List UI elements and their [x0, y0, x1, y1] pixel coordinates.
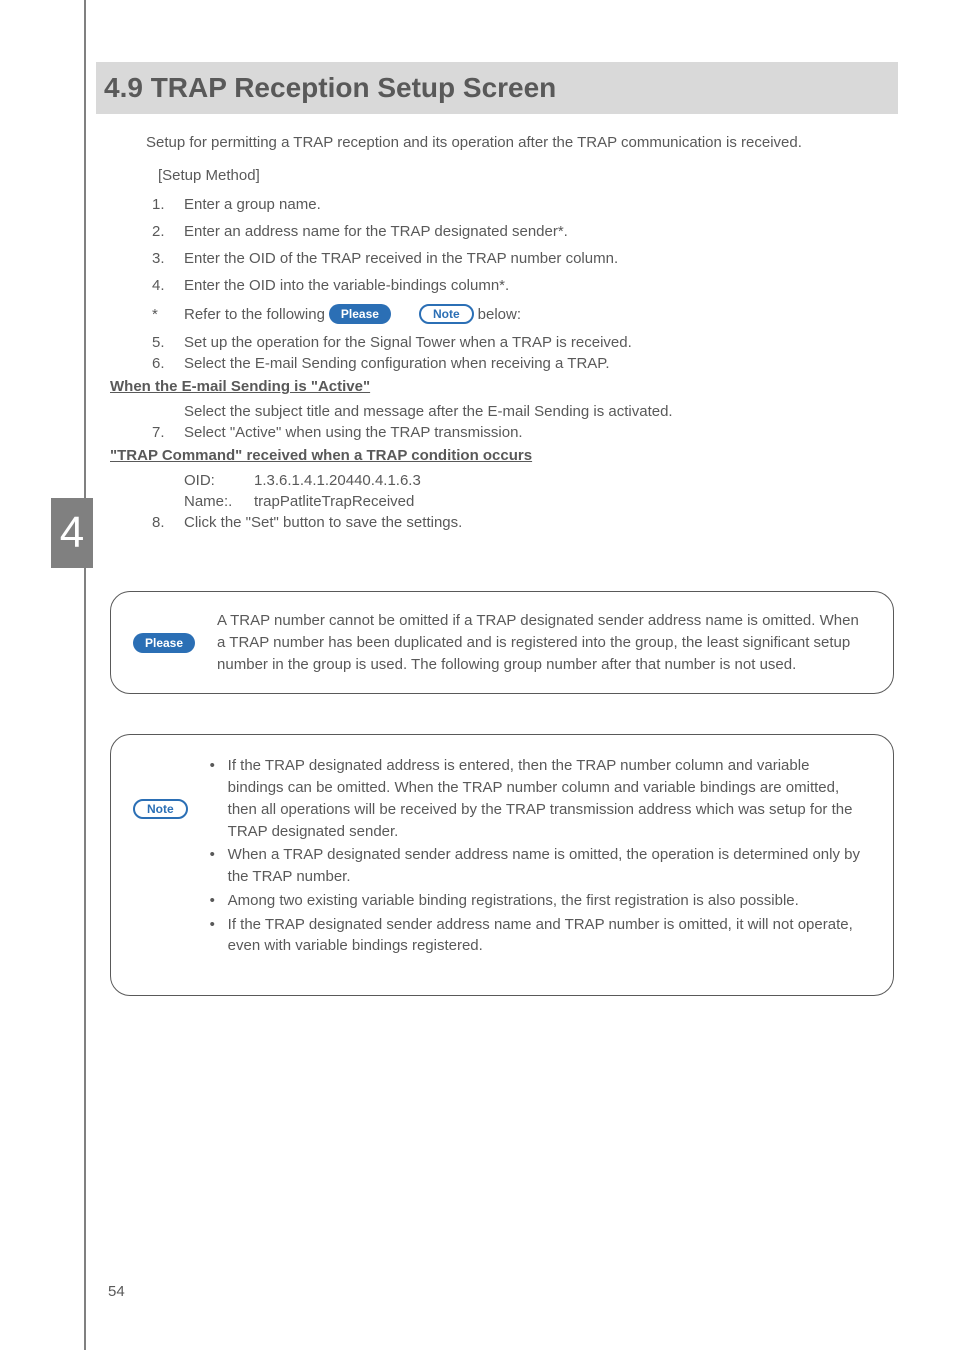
- step-row: 6. Select the E-mail Sending configurati…: [152, 355, 894, 372]
- step-row: 4. Enter the OID into the variable-bindi…: [152, 277, 894, 294]
- step-text: Set up the operation for the Signal Towe…: [184, 334, 894, 351]
- bullet-icon: •: [210, 914, 228, 958]
- step-row: 7. Select "Active" when using the TRAP t…: [152, 424, 894, 441]
- page-number: 54: [108, 1283, 125, 1300]
- chapter-tab: 4: [51, 498, 93, 568]
- step-text: Enter an address name for the TRAP desig…: [184, 223, 894, 240]
- step-number: 5.: [152, 334, 184, 351]
- step-text: Enter the OID into the variable-bindings…: [184, 277, 894, 294]
- note-pill-icon: Note: [419, 304, 474, 324]
- bullet-text: If the TRAP designated address is entere…: [228, 755, 869, 842]
- step-text: Refer to the following Please Note below…: [184, 304, 894, 324]
- step-number: 1.: [152, 196, 184, 213]
- bullet-text: When a TRAP designated sender address na…: [228, 844, 869, 888]
- step-text: Select the E-mail Sending configuration …: [184, 355, 894, 372]
- step-row: 1. Enter a group name.: [152, 196, 894, 213]
- bullet-icon: •: [210, 890, 228, 912]
- note-bullet: • Among two existing variable binding re…: [210, 890, 869, 912]
- step-number: 3.: [152, 250, 184, 267]
- note-callout-body: • If the TRAP designated address is ente…: [210, 755, 869, 959]
- step-number: 2.: [152, 223, 184, 240]
- please-pill-icon: Please: [329, 304, 391, 324]
- oid-label: OID:: [184, 472, 254, 489]
- step-number: 4.: [152, 277, 184, 294]
- step-number: 7.: [152, 424, 184, 441]
- refer-row: * Refer to the following Please Note bel…: [152, 304, 894, 324]
- oid-row: OID: 1.3.6.1.4.1.20440.4.1.6.3: [184, 472, 894, 489]
- section-email-active-text: Select the subject title and message aft…: [184, 403, 894, 420]
- heading-bar: 4.9 TRAP Reception Setup Screen: [96, 62, 898, 114]
- bullet-icon: •: [210, 844, 228, 888]
- oid-value: 1.3.6.1.4.1.20440.4.1.6.3: [254, 472, 421, 489]
- step-7-block: 7. Select "Active" when using the TRAP t…: [152, 424, 894, 441]
- name-value: trapPatliteTrapReceived: [254, 493, 414, 510]
- step-number: 8.: [152, 514, 184, 531]
- section-trap-command-label: "TRAP Command" received when a TRAP cond…: [110, 447, 894, 464]
- section-email-active-label: When the E-mail Sending is "Active": [110, 378, 894, 395]
- step-row: 5. Set up the operation for the Signal T…: [152, 334, 894, 351]
- note-bullet: • If the TRAP designated address is ente…: [210, 755, 869, 842]
- oid-block: OID: 1.3.6.1.4.1.20440.4.1.6.3 Name:. tr…: [184, 472, 894, 510]
- please-callout-body: A TRAP number cannot be omitted if a TRA…: [217, 610, 869, 675]
- step-row: 3. Enter the OID of the TRAP received in…: [152, 250, 894, 267]
- bullet-icon: •: [210, 755, 228, 842]
- left-margin-rule: [84, 0, 86, 1350]
- pill-wrap: Please: [129, 633, 199, 653]
- page-heading: 4.9 TRAP Reception Setup Screen: [104, 72, 890, 104]
- please-callout: Please A TRAP number cannot be omitted i…: [110, 591, 894, 694]
- step-text: Select "Active" when using the TRAP tran…: [184, 424, 894, 441]
- name-label: Name:.: [184, 493, 254, 510]
- steps-block-2: 5. Set up the operation for the Signal T…: [152, 334, 894, 372]
- bullet-text: If the TRAP designated sender address na…: [228, 914, 869, 958]
- name-row: Name:. trapPatliteTrapReceived: [184, 493, 894, 510]
- refer-before: Refer to the following: [184, 306, 325, 323]
- pill-wrap: Note: [129, 755, 192, 819]
- page-content: 4.9 TRAP Reception Setup Screen Setup fo…: [110, 0, 894, 996]
- step-row: 2. Enter an address name for the TRAP de…: [152, 223, 894, 240]
- note-bullet: • If the TRAP designated sender address …: [210, 914, 869, 958]
- step-8-block: 8. Click the "Set" button to save the se…: [152, 514, 894, 531]
- note-callout: Note • If the TRAP designated address is…: [110, 734, 894, 996]
- bullet-text: Among two existing variable binding regi…: [228, 890, 799, 912]
- refer-after: below:: [478, 306, 521, 323]
- setup-method-label: [Setup Method]: [158, 167, 894, 184]
- steps-block-1: 1. Enter a group name. 2. Enter an addre…: [152, 196, 894, 324]
- step-row: 8. Click the "Set" button to save the se…: [152, 514, 894, 531]
- step-text: Enter the OID of the TRAP received in th…: [184, 250, 894, 267]
- please-pill-icon: Please: [133, 633, 195, 653]
- note-pill-icon: Note: [133, 799, 188, 819]
- note-bullet: • When a TRAP designated sender address …: [210, 844, 869, 888]
- step-number: *: [152, 306, 184, 323]
- step-text: Enter a group name.: [184, 196, 894, 213]
- step-number: 6.: [152, 355, 184, 372]
- intro-text: Setup for permitting a TRAP reception an…: [146, 134, 894, 151]
- step-text: Click the "Set" button to save the setti…: [184, 514, 894, 531]
